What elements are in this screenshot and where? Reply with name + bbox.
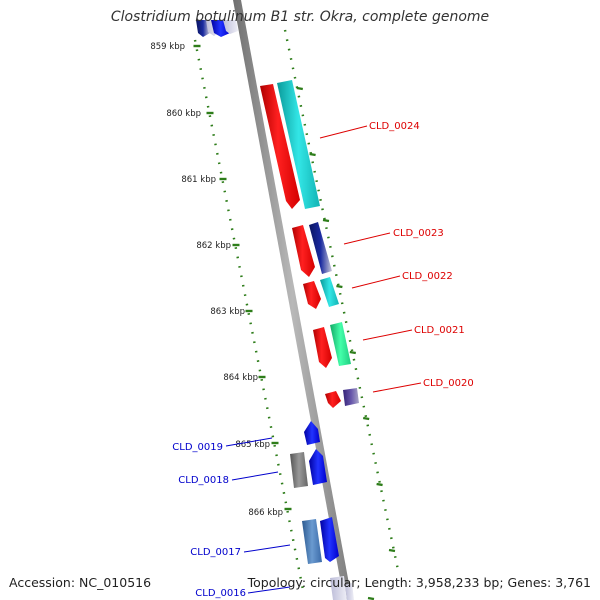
gene-label[interactable]: CLD_0022 <box>402 271 453 282</box>
gene-label[interactable]: CLD_0019 <box>172 442 223 453</box>
feature-cld-0019-blue[interactable] <box>304 421 320 445</box>
ruler-label: 864 kbp <box>223 373 258 383</box>
gene-labels: CLD_0024 CLD_0023 CLD_0022 CLD_0021 CLD_… <box>172 121 473 599</box>
gene-label[interactable]: CLD_0021 <box>414 325 465 336</box>
feature-top-partial[interactable] <box>196 20 238 37</box>
gene-label[interactable]: CLD_0018 <box>178 475 229 486</box>
backbone <box>233 0 352 600</box>
feature-cld-0017-steel[interactable] <box>302 519 322 564</box>
feature-cld-0024-red[interactable] <box>260 84 300 209</box>
gene-label[interactable]: CLD_0017 <box>190 547 241 558</box>
accession-text: Accession: NC_010516 <box>9 575 152 590</box>
feature-cld-0017-blue[interactable] <box>320 517 339 562</box>
feature-cld-0020-red[interactable] <box>325 391 341 408</box>
gene-label[interactable]: CLD_0020 <box>423 378 474 389</box>
feature-cld-0018-blue[interactable] <box>309 449 327 485</box>
ruler-label: 861 kbp <box>181 175 216 185</box>
outer-ruler-ticks <box>296 86 396 553</box>
feature-cld-0021-red[interactable] <box>313 327 332 368</box>
feature-cld-0022-red[interactable] <box>303 281 321 309</box>
feature-cld-0023-navy[interactable] <box>309 222 332 274</box>
ruler-label: 859 kbp <box>150 42 185 52</box>
gene-label[interactable]: CLD_0023 <box>393 228 444 239</box>
feature-cld-0021-green[interactable] <box>330 322 351 366</box>
inner-ruler-ticks <box>193 44 292 511</box>
gene-label[interactable]: CLD_0016 <box>195 588 246 599</box>
genome-summary-text: Topology: circular; Length: 3,958,233 bp… <box>247 575 591 590</box>
feature-cld-0016[interactable] <box>330 576 375 600</box>
ruler-label: 863 kbp <box>210 307 245 317</box>
feature-cld-0024-cyan[interactable] <box>277 80 320 209</box>
outer-ruler-track <box>283 29 400 571</box>
label-leaders-left <box>225 437 291 594</box>
feature-cld-0020-purple[interactable] <box>343 388 359 406</box>
ruler-label: 862 kbp <box>196 241 231 251</box>
ruler-label: 866 kbp <box>248 508 283 518</box>
feature-cld-0022-cyan[interactable] <box>320 277 339 307</box>
label-leaders-right <box>319 125 422 393</box>
ruler-label: 865 kbp <box>235 440 270 450</box>
ruler-label: 860 kbp <box>166 109 201 119</box>
gene-label[interactable]: CLD_0024 <box>369 121 420 132</box>
genome-title: Clostridium botulinum B1 str. Okra, comp… <box>110 9 490 25</box>
ruler-labels: 859 kbp 860 kbp 861 kbp 862 kbp 863 kbp … <box>150 42 283 518</box>
feature-cld-0023-red[interactable] <box>292 225 315 277</box>
feature-cld-0018-gray[interactable] <box>290 452 308 488</box>
